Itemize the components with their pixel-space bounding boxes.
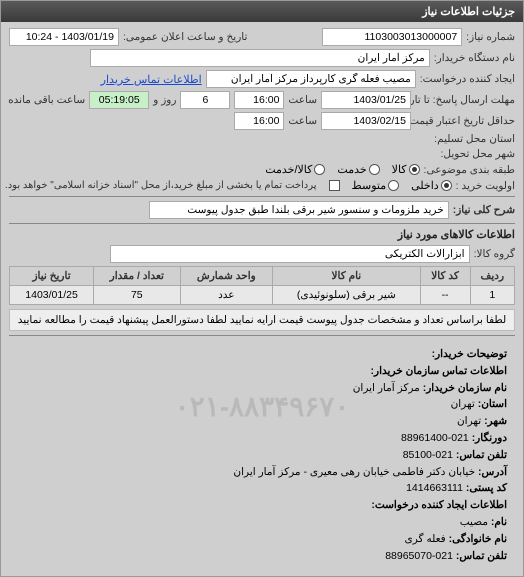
col-unit: واحد شمارش	[180, 267, 273, 286]
priority-label: اولویت خرید :	[456, 180, 515, 192]
creator-title: اطلاعات ایجاد کننده درخواست:	[371, 499, 507, 511]
contact-block: توضیحات خریدار: اطلاعات تماس سازمان خرید…	[9, 340, 515, 570]
fax-k: تلفن تماس:	[456, 449, 507, 461]
deadline-label: مهلت ارسال پاسخ: تا تاریخ:	[415, 94, 515, 106]
contact-link[interactable]: اطلاعات تماس خریدار	[101, 73, 202, 86]
table-header-row: ردیف کد کالا نام کالا واحد شمارش تعداد /…	[10, 267, 515, 286]
opt-mid-radio[interactable]: متوسط	[352, 179, 400, 192]
days-label: روز و	[153, 94, 176, 106]
time-label-2: ساعت	[288, 115, 317, 127]
col-row: ردیف	[470, 267, 514, 286]
goods-note: لطفا براساس تعداد و مشخصات جدول پیوست قی…	[9, 309, 515, 331]
radio-icon	[409, 164, 420, 175]
addr-v: خیابان دکتر فاطمی خیابان رهی معیری - مرک…	[233, 466, 475, 478]
validity-label: حداقل تاریخ اعتبار قیمت: تا تاریخ:	[415, 115, 515, 127]
cell-code: --	[420, 286, 470, 305]
province-label: استان محل تسلیم:	[434, 133, 515, 145]
radio-icon	[314, 164, 325, 175]
radio-icon	[388, 180, 399, 191]
fam-v: فعله گری	[405, 533, 446, 545]
reqno-label: شماره نیاز:	[466, 31, 515, 43]
group-label: گروه کالا:	[474, 248, 515, 260]
cell-unit: عدد	[180, 286, 273, 305]
col-qty: تعداد / مقدار	[94, 267, 180, 286]
opt-goods-radio[interactable]: کالا	[392, 163, 420, 176]
cell-qty: 75	[94, 286, 180, 305]
name-k: نام:	[491, 516, 507, 528]
validity-time-input[interactable]	[234, 112, 284, 130]
cell-name: شیر برقی (سلونوئیدی)	[273, 286, 420, 305]
org-label: نام دستگاه خریدار:	[434, 52, 515, 64]
city-label: شهر محل تحویل:	[440, 148, 515, 160]
post-v: 1414663111	[406, 482, 463, 494]
goods-title: اطلاعات کالاهای مورد نیاز	[9, 228, 515, 241]
cell-row: 1	[470, 286, 514, 305]
org-v: مرکز آمار ایران	[353, 382, 420, 394]
addr-k: آدرس:	[478, 466, 507, 478]
opt-mid-label: متوسط	[352, 179, 387, 192]
remain-input	[89, 91, 149, 109]
creator-label: ایجاد کننده درخواست:	[420, 73, 515, 85]
ctel-k: تلفن تماس:	[456, 550, 507, 562]
desc-label: شرح کلی نیاز:	[453, 204, 515, 216]
opt-goods-label: کالا	[392, 163, 407, 176]
treasury-check[interactable]	[329, 180, 340, 191]
org-k: نام سازمان خریدار:	[423, 382, 507, 394]
name-v: مصیب	[460, 516, 488, 528]
days-input[interactable]	[180, 91, 230, 109]
radio-icon	[441, 180, 452, 191]
opt-goodservice-label: کالا/خدمت	[265, 163, 312, 176]
ctel-v: 021-88965070	[385, 550, 453, 562]
post-k: کد پستی:	[466, 482, 507, 494]
creator-input[interactable]	[206, 70, 416, 88]
time-label-1: ساعت	[288, 94, 317, 106]
form-area: شماره نیاز: تاریخ و ساعت اعلان عمومی: نا…	[1, 22, 523, 576]
desc-input[interactable]	[149, 201, 449, 219]
opt-goodservice-radio[interactable]: کالا/خدمت	[265, 163, 325, 176]
prov-k: استان:	[478, 398, 507, 410]
reqno-input[interactable]	[322, 28, 462, 46]
group-input[interactable]	[110, 245, 470, 263]
fax-v: 021-85100	[403, 449, 453, 461]
prov-v: تهران	[451, 398, 475, 410]
col-name: نام کالا	[273, 267, 420, 286]
fam-k: نام خانوادگی:	[449, 533, 507, 545]
classify-label: طبقه بندی موضوعی:	[424, 164, 515, 176]
remain-label: ساعت باقی مانده	[8, 94, 85, 106]
details-panel: جزئیات اطلاعات نیاز شماره نیاز: تاریخ و …	[0, 0, 524, 577]
opt-service-radio[interactable]: خدمت	[337, 163, 379, 176]
cell-date: 1403/01/25	[10, 286, 94, 305]
tel-k: دورنگار:	[472, 432, 507, 444]
buyer-explain-title: توضیحات خریدار:	[432, 348, 507, 360]
goods-table: ردیف کد کالا نام کالا واحد شمارش تعداد /…	[9, 266, 515, 305]
deadline-date-input[interactable]	[321, 91, 411, 109]
pubdate-input[interactable]	[9, 28, 119, 46]
city-k: شهر:	[484, 415, 507, 427]
org-input[interactable]	[90, 49, 430, 67]
tel-v: 021-88961400	[401, 432, 469, 444]
opt-domestic-radio[interactable]: داخلی	[411, 179, 452, 192]
opt-service-label: خدمت	[337, 163, 366, 176]
pubdate-label: تاریخ و ساعت اعلان عمومی:	[123, 31, 247, 43]
col-date: تاریخ نیاز	[10, 267, 94, 286]
checkbox-icon	[329, 180, 340, 191]
contact-title: اطلاعات تماس سازمان خریدار:	[371, 365, 507, 377]
panel-title: جزئیات اطلاعات نیاز	[1, 1, 523, 22]
radio-icon	[369, 164, 380, 175]
validity-date-input[interactable]	[321, 112, 411, 130]
table-row[interactable]: 1 -- شیر برقی (سلونوئیدی) عدد 75 1403/01…	[10, 286, 515, 305]
col-code: کد کالا	[420, 267, 470, 286]
opt-domestic-label: داخلی	[411, 179, 439, 192]
city-v: تهران	[457, 415, 481, 427]
priority-note: پرداخت تمام یا بخشی از مبلغ خرید،از محل …	[5, 180, 317, 191]
deadline-time-input[interactable]	[234, 91, 284, 109]
